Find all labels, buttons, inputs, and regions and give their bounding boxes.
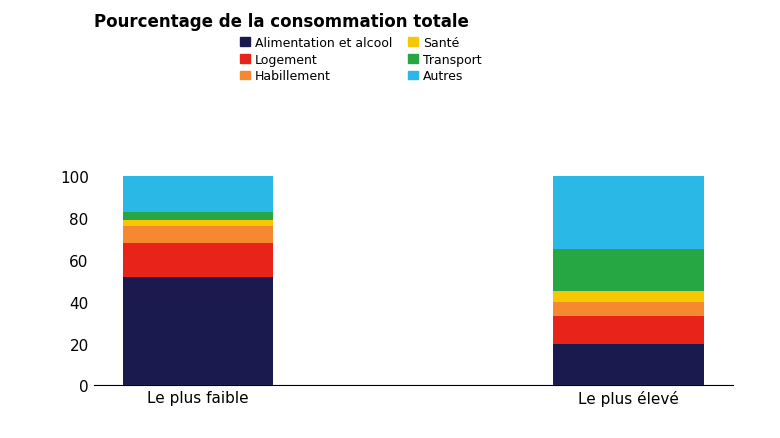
Text: Pourcentage de la consommation totale: Pourcentage de la consommation totale <box>94 13 469 31</box>
Bar <box>122 177 274 212</box>
Bar <box>553 177 704 250</box>
Legend: Alimentation et alcool, Logement, Habillement, Santé, Transport, Autres: Alimentation et alcool, Logement, Habill… <box>240 37 481 83</box>
Bar <box>553 317 704 344</box>
Bar <box>553 302 704 317</box>
Bar <box>553 250 704 292</box>
Bar <box>122 212 274 221</box>
Bar <box>122 221 274 227</box>
Bar <box>553 292 704 302</box>
Bar <box>122 244 274 277</box>
Bar <box>122 227 274 244</box>
Bar <box>553 344 704 385</box>
Bar <box>122 277 274 385</box>
